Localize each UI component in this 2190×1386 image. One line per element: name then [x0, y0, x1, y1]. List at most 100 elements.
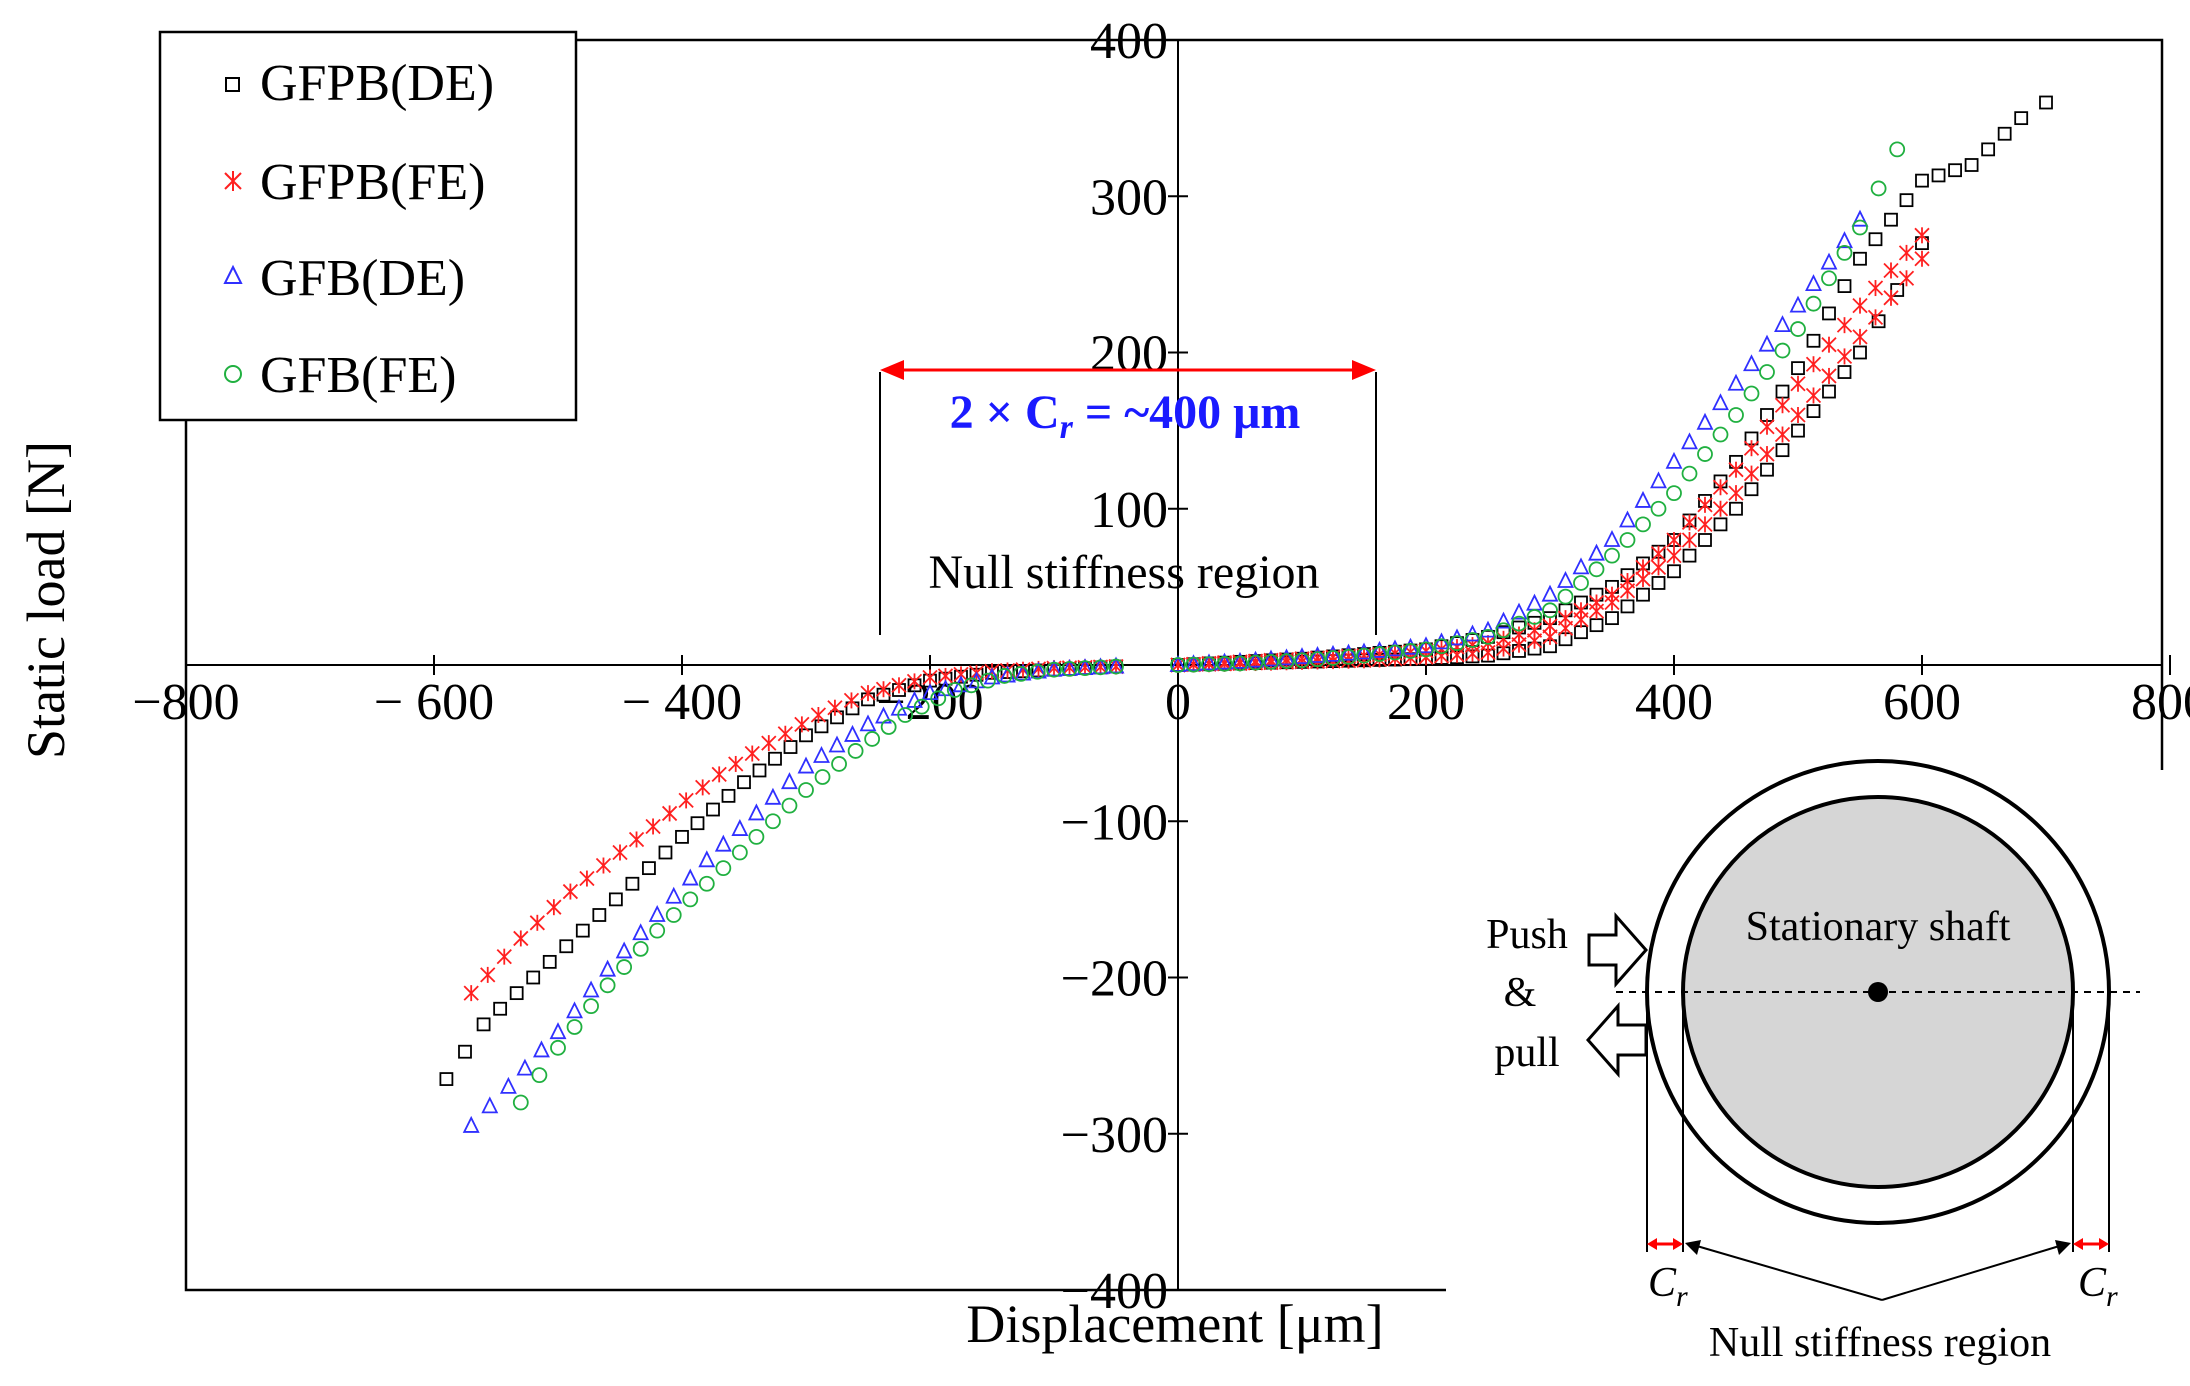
- data-point-gfbfe: [1418, 641, 1434, 658]
- shaft-label: Stationary shaft: [1746, 904, 2011, 950]
- data-point-gfbde: [665, 886, 683, 904]
- data-point-gfpbde: [2014, 111, 2029, 126]
- data-point-gfbde: [1665, 451, 1683, 469]
- data-point-gfpbfe: [463, 985, 479, 1002]
- data-point-gfbde: [1278, 648, 1295, 666]
- data-point-gfpbde: [1899, 193, 1914, 208]
- data-point-gfpbde: [559, 939, 574, 954]
- data-point-gfpbde: [706, 802, 720, 817]
- data-point-gfpbde: [814, 719, 829, 734]
- data-point-gfpbfe: [1495, 640, 1512, 657]
- y-tick-label: −400: [1061, 1263, 1168, 1320]
- data-point-gfbde: [533, 1040, 550, 1058]
- data-point-gfbfe: [1061, 661, 1078, 677]
- data-point-gfbfe: [1619, 532, 1636, 548]
- data-point-gfbfe: [1340, 648, 1357, 665]
- data-point-gfbfe: [1013, 665, 1029, 682]
- data-point-gfpbde: [439, 1072, 454, 1086]
- data-point-gfbde: [1619, 510, 1636, 528]
- data-point-gfpbde: [1698, 533, 1712, 547]
- data-point-gfbde: [1216, 652, 1233, 670]
- data-point-gfpbfe: [1681, 514, 1698, 531]
- data-point-gfbde: [1851, 209, 1869, 227]
- data-point-gfpbde: [1713, 517, 1728, 532]
- data-point-gfbfe: [946, 682, 963, 698]
- x-tick-label: 600: [1883, 674, 1961, 731]
- data-point-gfpbde: [1837, 365, 1852, 379]
- data-point-gfpbfe: [612, 844, 628, 861]
- data-point-gfbfe: [1542, 602, 1558, 619]
- push-arrow-icon: [1587, 912, 1649, 988]
- data-point-gfpbfe: [529, 914, 545, 931]
- data-point-gfpbde: [1775, 443, 1790, 458]
- data-point-gfbfe: [996, 668, 1013, 684]
- data-point-gfbde: [813, 746, 830, 763]
- data-point-gfbfe: [1402, 643, 1419, 659]
- data-point-gfbde: [462, 1115, 480, 1133]
- data-point-gfbfe: [1697, 446, 1713, 462]
- data-point-gfbfe: [1805, 295, 1822, 312]
- data-point-gfbde: [1712, 393, 1729, 411]
- legend-label-gfb-de: GFB(DE): [260, 250, 465, 307]
- data-point-gfbde: [1588, 543, 1605, 561]
- data-point-gfbde: [1634, 490, 1652, 508]
- data-point-gfpbfe: [906, 673, 923, 690]
- cr-label-left: Cr: [1648, 1260, 1688, 1313]
- data-point-gfpbde: [1997, 126, 2012, 141]
- data-point-gfpbde: [542, 954, 557, 969]
- data-point-gfpbfe: [645, 818, 661, 835]
- data-point-gfbfe: [1889, 141, 1906, 158]
- data-point-gfbde: [828, 735, 846, 753]
- data-point-gfbde: [1820, 252, 1838, 270]
- y-tick-label: 300: [1090, 169, 1168, 226]
- data-point-gfbfe: [1325, 650, 1341, 666]
- legend-marker-gfb-fe: [224, 365, 242, 383]
- data-point-gfpbfe: [1836, 317, 1853, 334]
- data-point-gfbfe: [566, 1019, 583, 1035]
- data-point-gfbfe: [1870, 180, 1887, 197]
- pull-label: pull: [1494, 1030, 1559, 1076]
- data-point-gfbde: [1324, 644, 1342, 662]
- data-point-gfpbfe: [1821, 367, 1837, 384]
- data-point-gfbfe: [1263, 653, 1279, 670]
- data-point-gfbde: [648, 904, 666, 922]
- cr-label-right: Cr: [2078, 1260, 2118, 1313]
- data-point-gfbde: [1650, 471, 1667, 489]
- data-point-gfpbfe: [1697, 496, 1713, 513]
- data-point-gfbde: [481, 1096, 499, 1114]
- data-point-gfbde: [1510, 602, 1528, 620]
- data-point-gfpbde: [675, 829, 689, 844]
- data-point-gfpbde: [1791, 361, 1805, 376]
- data-point-gfbfe: [1495, 622, 1512, 639]
- data-point-gfpbde: [1964, 158, 1979, 172]
- y-tick-label: −100: [1061, 794, 1168, 851]
- data-point-gfbde: [1479, 620, 1497, 638]
- data-point-gfpbfe: [1914, 227, 1930, 244]
- data-point-gfpbde: [1620, 599, 1635, 614]
- legend-label-gfpb-fe: GFPB(FE): [260, 154, 485, 211]
- data-point-gfbde: [615, 941, 633, 959]
- data-point-gfpbde: [768, 751, 782, 766]
- data-point-gfpbde: [737, 775, 751, 790]
- data-point-gfbfe: [1046, 661, 1062, 678]
- data-point-gfpbfe: [695, 779, 711, 796]
- data-point-gfbde: [1061, 658, 1078, 676]
- data-point-gfbde: [1433, 632, 1450, 650]
- data-point-gfpbfe: [860, 685, 876, 702]
- data-point-gfpbfe: [1805, 387, 1822, 404]
- data-point-gfbfe: [665, 907, 682, 923]
- legend-label-gfb-fe: GFB(FE): [260, 347, 456, 404]
- data-point-gfpbfe: [1774, 426, 1791, 443]
- data-point-gfbfe: [512, 1094, 529, 1111]
- data-point-gfbfe: [1185, 656, 1202, 673]
- data-point-gfpbde: [2039, 95, 2053, 110]
- data-point-gfpbde: [1853, 251, 1867, 266]
- data-point-gfpbde: [1981, 142, 1996, 157]
- data-point-gfpbde: [509, 986, 524, 1001]
- data-point-gfpbde: [721, 788, 736, 803]
- data-point-gfpbfe: [1743, 465, 1760, 482]
- data-point-gfbfe: [632, 940, 649, 957]
- data-point-gfbfe: [1681, 465, 1698, 482]
- data-point-gfpbde: [625, 876, 640, 891]
- data-point-gfpbfe: [1650, 559, 1667, 576]
